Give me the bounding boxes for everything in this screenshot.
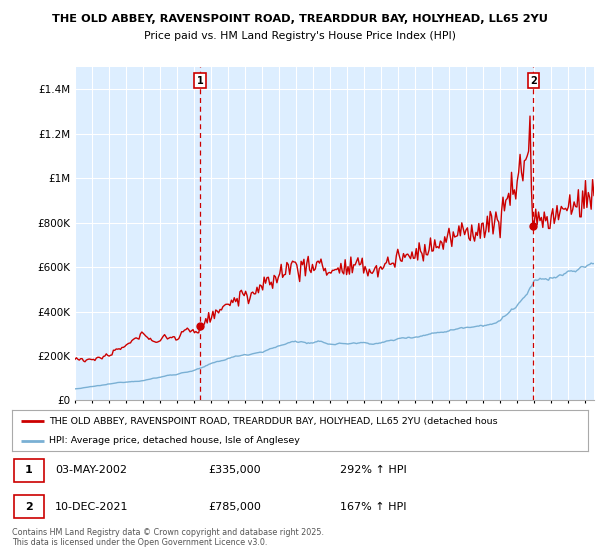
Text: THE OLD ABBEY, RAVENSPOINT ROAD, TREARDDUR BAY, HOLYHEAD, LL65 2YU (detached hou: THE OLD ABBEY, RAVENSPOINT ROAD, TREARDD…	[49, 417, 498, 426]
Text: £785,000: £785,000	[208, 502, 261, 512]
Text: Price paid vs. HM Land Registry's House Price Index (HPI): Price paid vs. HM Land Registry's House …	[144, 31, 456, 41]
Text: 03-MAY-2002: 03-MAY-2002	[55, 465, 127, 475]
Text: 292% ↑ HPI: 292% ↑ HPI	[340, 465, 407, 475]
FancyBboxPatch shape	[14, 459, 44, 482]
Text: 2: 2	[25, 502, 32, 512]
Text: £335,000: £335,000	[208, 465, 260, 475]
Text: 2: 2	[530, 76, 537, 86]
Text: 167% ↑ HPI: 167% ↑ HPI	[340, 502, 407, 512]
FancyBboxPatch shape	[14, 495, 44, 519]
Text: Contains HM Land Registry data © Crown copyright and database right 2025.
This d: Contains HM Land Registry data © Crown c…	[12, 528, 324, 547]
Text: 1: 1	[25, 465, 32, 475]
Text: HPI: Average price, detached house, Isle of Anglesey: HPI: Average price, detached house, Isle…	[49, 436, 301, 445]
Text: 1: 1	[197, 76, 203, 86]
Text: 10-DEC-2021: 10-DEC-2021	[55, 502, 128, 512]
Text: THE OLD ABBEY, RAVENSPOINT ROAD, TREARDDUR BAY, HOLYHEAD, LL65 2YU: THE OLD ABBEY, RAVENSPOINT ROAD, TREARDD…	[52, 14, 548, 24]
